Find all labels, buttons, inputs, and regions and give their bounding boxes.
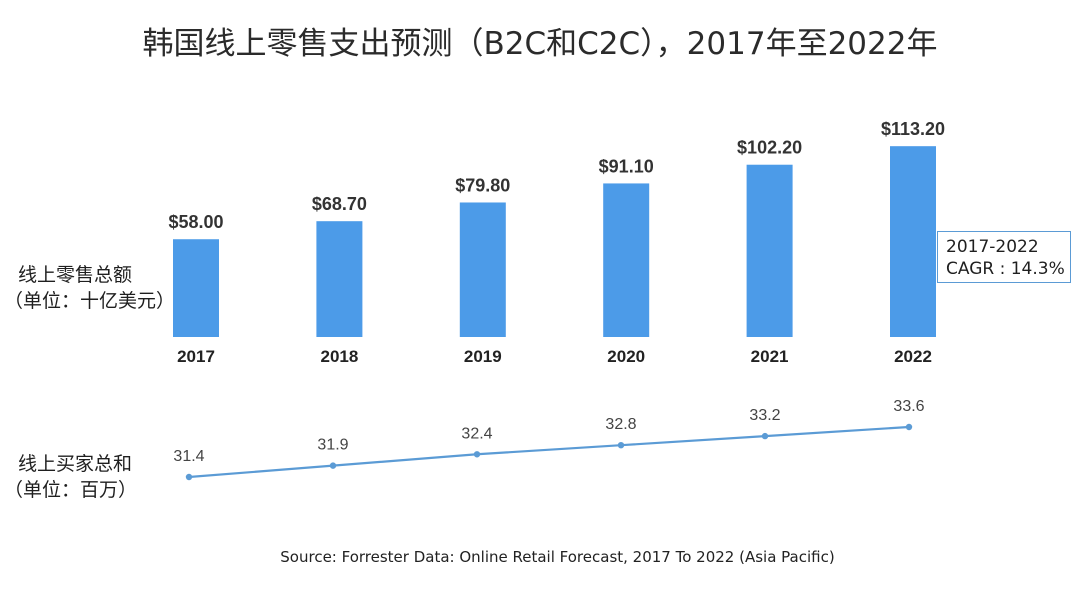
line-value-label-2018: 31.9 — [317, 437, 348, 454]
line-chart-ylabel: 线上买家总和 （单位：百万） — [4, 451, 137, 503]
bar-value-label-2021: $102.20 — [737, 138, 802, 158]
line-ylabel-line-1: 线上买家总和 — [18, 453, 133, 475]
line-point-2019 — [473, 451, 481, 458]
bar-2021 — [746, 164, 793, 337]
line-ylabel-line-2: （单位：百万） — [4, 479, 138, 501]
line-value-label-2017: 31.4 — [173, 448, 204, 465]
chart-title: 韩国线上零售支出预测（B2C和C2C），2017年至2022年 — [142, 26, 938, 62]
bar-ylabel-line-2: （单位：十亿美元） — [4, 290, 176, 312]
bar-2019 — [459, 202, 506, 337]
x-tick-label-2019: 2019 — [464, 347, 502, 366]
line-value-label-2020: 32.8 — [605, 416, 636, 433]
bar-2018 — [316, 221, 363, 337]
bar-value-label-2018: $68.70 — [312, 194, 367, 214]
bar-ylabel-line-1: 线上零售总额 — [18, 264, 133, 286]
line-point-2018 — [329, 462, 337, 469]
bar-2017 — [173, 239, 219, 337]
cagr-annotation-box: 2017-2022 CAGR : 14.3% — [937, 231, 1071, 283]
line-point-2022 — [905, 423, 913, 431]
line-value-label-2021: 33.2 — [749, 407, 780, 424]
x-tick-label-2022: 2022 — [894, 347, 932, 366]
x-tick-label-2018: 2018 — [320, 347, 358, 366]
x-tick-label-2020: 2020 — [607, 347, 645, 366]
x-tick-label-2017: 2017 — [177, 347, 215, 366]
cagr-value: CAGR : 14.3% — [946, 259, 1065, 279]
line-point-2021 — [761, 432, 769, 440]
x-tick-label-2021: 2021 — [751, 347, 789, 366]
buyers-line-series — [188, 425, 910, 479]
bar-value-label-2022: $113.20 — [881, 119, 945, 139]
line-value-label-2019: 32.4 — [461, 425, 492, 442]
line-point-2020 — [617, 441, 625, 449]
bar-value-label-2019: $79.80 — [455, 175, 510, 195]
bar-2020 — [603, 183, 650, 337]
line-value-label-2022: 33.6 — [893, 398, 924, 415]
bar-value-label-2020: $91.10 — [599, 156, 654, 176]
line-point-2017 — [185, 473, 193, 481]
cagr-period: 2017-2022 — [946, 237, 1039, 257]
bar-chart-ylabel: 线上零售总额 （单位：十亿美元） — [4, 262, 175, 314]
bar-2022 — [890, 146, 936, 337]
source-note: Source: Forrester Data: Online Retail Fo… — [280, 548, 835, 566]
bar-value-label-2017: $58.00 — [168, 212, 223, 232]
